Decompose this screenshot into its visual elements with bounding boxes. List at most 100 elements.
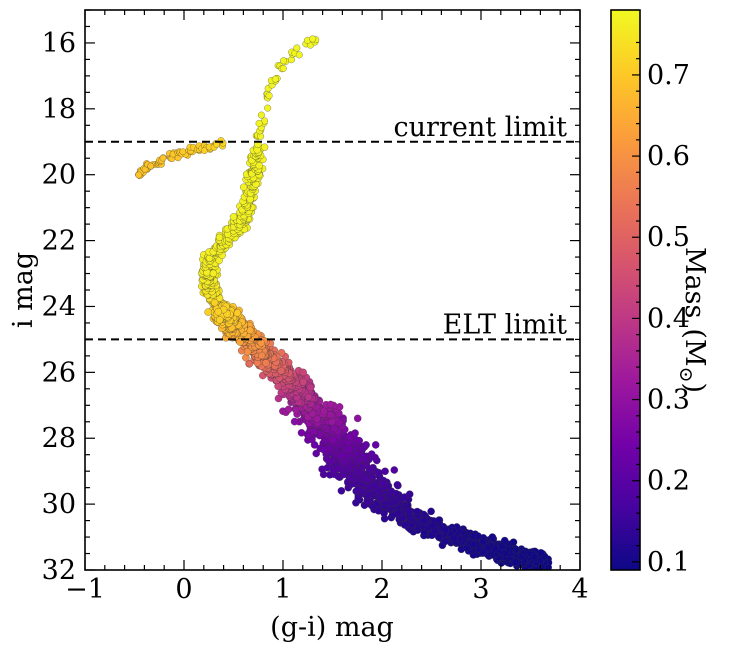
star-point (362, 441, 370, 449)
y-tick-label: 32 (42, 555, 76, 586)
star-point (262, 359, 270, 367)
star-point (488, 533, 497, 541)
y-tick-label: 20 (42, 160, 76, 191)
y-tick-label: 26 (42, 357, 76, 388)
star-point (306, 383, 315, 392)
x-axis-title: (g-i) mag (270, 612, 394, 643)
x-tick-label: 1 (274, 574, 291, 605)
star-point (264, 104, 272, 112)
star-point (353, 414, 362, 423)
star-point (390, 466, 399, 474)
star-point (381, 467, 389, 476)
star-point (441, 526, 450, 534)
star-point (179, 148, 187, 156)
x-tick-label: 4 (571, 574, 588, 605)
colorbar-gradient (611, 10, 640, 570)
star-point (204, 308, 212, 316)
colorbar-tick-label: 0.6 (647, 141, 690, 172)
y-tick-label: 16 (42, 28, 76, 59)
star-point (346, 474, 355, 482)
star-point (435, 533, 443, 541)
star-point (364, 497, 373, 506)
star-point (299, 378, 308, 386)
star-point (337, 486, 346, 495)
colorbar-unit-symbol: ⊙ (675, 367, 697, 383)
colorbar-tick-label: 0.2 (647, 466, 690, 497)
star-point (367, 450, 376, 458)
star-point (293, 44, 301, 52)
star-point (371, 481, 379, 490)
plot-frame (84, 9, 581, 571)
star-point (159, 154, 167, 162)
y-tick-label: 18 (42, 94, 76, 125)
star-point (479, 537, 487, 546)
star-point (441, 537, 449, 546)
star-point (147, 162, 155, 170)
star-point (379, 479, 388, 488)
star-point (279, 64, 287, 72)
star-point (215, 233, 224, 242)
y-tick-label: 24 (42, 291, 76, 322)
star-point (355, 455, 364, 464)
star-point (428, 521, 437, 530)
plot-area (85, 35, 580, 570)
star-point (469, 540, 478, 549)
star-point (405, 507, 414, 515)
star-point (413, 507, 422, 516)
colorbar-unit-open: (M (679, 328, 710, 366)
colorbar-tick-label: 0.7 (647, 60, 690, 91)
star-point (257, 339, 266, 347)
y-tick-label: 30 (42, 489, 76, 520)
star-point (290, 417, 299, 426)
x-tick-label: 2 (373, 574, 390, 605)
star-point (309, 35, 317, 43)
reference-line-label: current limit (394, 112, 568, 143)
colorbar-label: Mass (679, 247, 710, 318)
reference-line-label: ELT limit (443, 309, 568, 340)
star-point (511, 558, 520, 566)
star-point (280, 57, 288, 65)
star-point (320, 445, 328, 454)
star-point (450, 534, 459, 543)
colorbar: 0.10.20.30.40.50.60.7 Mass(M⊙) (610, 9, 710, 578)
star-point (304, 393, 313, 401)
star-point (239, 183, 248, 191)
star-point (260, 143, 269, 151)
star-point (271, 75, 279, 83)
star-point (371, 441, 380, 449)
star-point (214, 307, 223, 316)
star-point (374, 506, 383, 515)
star-point (255, 119, 263, 127)
star-point (346, 433, 354, 442)
star-point (326, 400, 335, 409)
star-point (497, 542, 506, 551)
star-point (209, 269, 218, 277)
scatter-points (135, 35, 553, 570)
star-point (210, 298, 219, 307)
star-point (297, 428, 306, 437)
star-point (229, 213, 238, 221)
star-point (427, 507, 435, 516)
star-point (394, 509, 403, 518)
x-tick-label: 0 (175, 574, 192, 605)
star-point (135, 171, 143, 179)
star-point (299, 368, 308, 377)
colorbar-tick-label: 0.1 (647, 547, 690, 578)
y-axis-title: i mag (8, 252, 39, 328)
star-point (345, 444, 354, 453)
star-point (215, 316, 224, 324)
reference-line-labels: current limit ELT limit (394, 112, 568, 341)
star-point (265, 92, 273, 100)
star-point (405, 490, 414, 499)
star-point (328, 417, 336, 426)
star-point (295, 51, 303, 59)
star-point (362, 474, 371, 483)
star-point (393, 480, 402, 489)
y-tick-label: 28 (42, 423, 76, 454)
star-point (257, 111, 265, 119)
y-tick-label: 22 (42, 226, 76, 257)
star-point (354, 486, 363, 495)
star-point (420, 517, 429, 525)
